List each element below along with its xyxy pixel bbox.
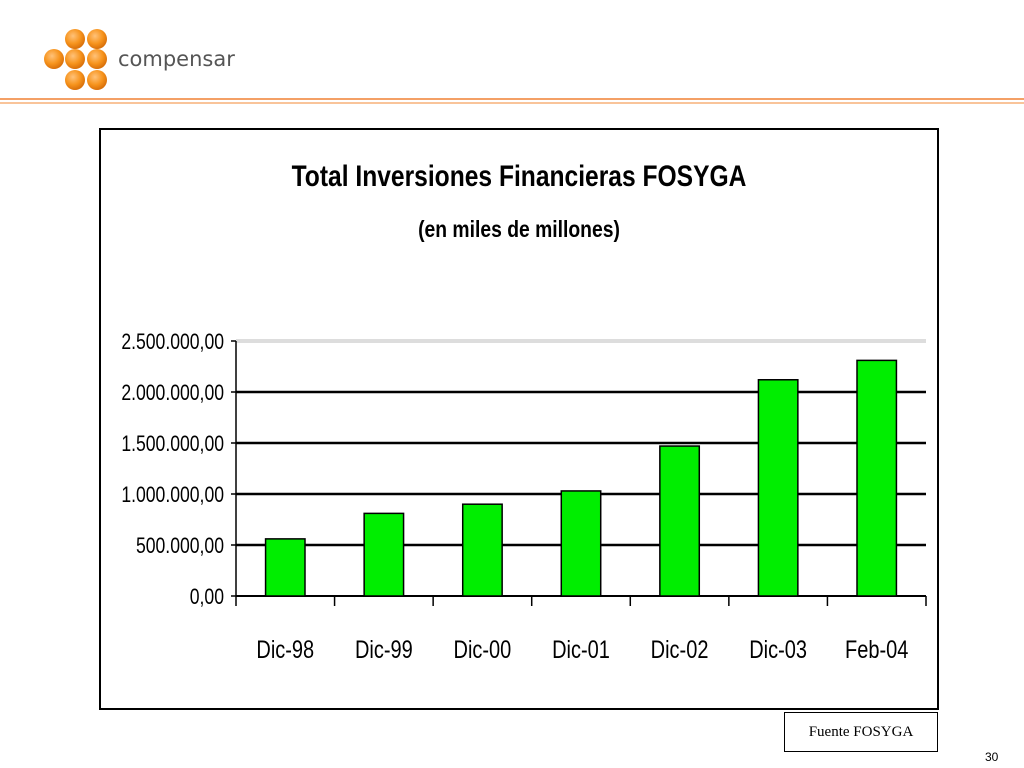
bar bbox=[560, 490, 602, 597]
bar bbox=[856, 359, 898, 597]
y-tick-label: 1.500.000,00 bbox=[121, 432, 224, 456]
brand-name: compensar bbox=[118, 47, 235, 71]
chart-title: Total Inversiones Financieras FOSYGA bbox=[291, 160, 747, 193]
bar-chart: 0,00 500.000,00 1.000.000,00 1.500.000,00 2.… bbox=[121, 330, 927, 664]
x-tick-label: Dic-02 bbox=[651, 636, 709, 664]
compensar-logo bbox=[40, 26, 230, 96]
header-divider bbox=[0, 98, 1024, 100]
header-divider-light bbox=[0, 102, 1024, 104]
compensar-logo-mark bbox=[44, 29, 107, 90]
y-tick-label: 1.000.000,00 bbox=[121, 483, 224, 507]
page-number: 30 bbox=[985, 750, 999, 764]
bar bbox=[659, 445, 701, 597]
x-tick-label: Feb-04 bbox=[845, 636, 908, 664]
bar bbox=[461, 503, 503, 597]
y-tick-label: 0,00 bbox=[190, 585, 224, 609]
x-tick-label: Dic-99 bbox=[355, 636, 413, 664]
y-tick-label: 500.000,00 bbox=[136, 534, 224, 558]
x-tick-label: Dic-01 bbox=[552, 636, 610, 664]
x-tick-label: Dic-03 bbox=[749, 636, 807, 664]
bar bbox=[363, 512, 405, 597]
source-note: Fuente FOSYGA bbox=[784, 712, 938, 752]
y-tick-label: 2.000.000,00 bbox=[121, 381, 224, 405]
bar bbox=[757, 379, 799, 597]
chart-frame: Total Inversiones Financieras FOSYGA (en… bbox=[99, 128, 939, 710]
chart-subtitle: (en miles de millones) bbox=[418, 216, 620, 242]
bar bbox=[264, 538, 306, 597]
x-tick-label: Dic-00 bbox=[454, 636, 512, 664]
y-tick-label: 2.500.000,00 bbox=[121, 330, 224, 354]
x-tick-label: Dic-98 bbox=[256, 636, 314, 664]
